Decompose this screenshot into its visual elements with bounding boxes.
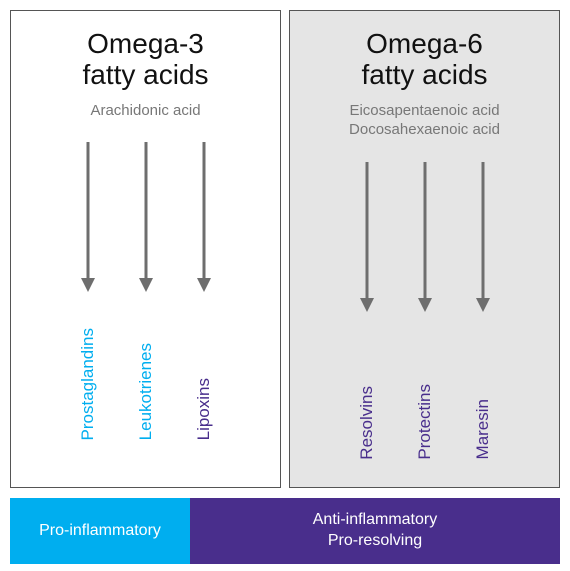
omega6-sub-line2: Docosahexaenoic acid (349, 121, 500, 138)
proinflammatory-block: Pro-inflammatory (10, 498, 190, 564)
product-maresin: Maresin (471, 320, 495, 460)
product-prostaglandins: Prostaglandins (76, 300, 100, 440)
product-lipoxins: Lipoxins (192, 300, 216, 440)
product-protectins: Protectins (413, 320, 437, 460)
omega3-panel: Omega-3 fatty acids Arachidonic acid Pro… (10, 10, 281, 488)
omega6-panel: Omega-6 fatty acids Eicosapentaenoic aci… (289, 10, 560, 488)
omega6-title-line2: fatty acids (361, 59, 487, 90)
panels-container: Omega-3 fatty acids Arachidonic acid Pro… (10, 10, 560, 488)
omega3-sub-line1: Arachidonic acid (90, 102, 200, 119)
arrow-icon (355, 162, 379, 312)
proinflammatory-label: Pro-inflammatory (39, 522, 161, 540)
arrow-icon (471, 162, 495, 312)
omega6-sub-line1: Eicosapentaenoic acid (349, 102, 499, 119)
omega6-title-line1: Omega-6 (366, 28, 483, 59)
omega3-title-line1: Omega-3 (87, 28, 204, 59)
arrow-icon (192, 142, 216, 292)
omega6-arrows (355, 162, 495, 312)
product-resolvins: Resolvins (355, 320, 379, 460)
arrow-icon (76, 142, 100, 292)
omega6-title: Omega-6 fatty acids (361, 29, 487, 91)
omega3-title-line2: fatty acids (82, 59, 208, 90)
omega6-products: Resolvins Protectins Maresin (355, 320, 495, 460)
omega3-arrows (76, 142, 216, 292)
bottom-row: Pro-inflammatory Anti-inflammatory Pro-r… (10, 498, 560, 564)
antiinflammatory-label-l1: Anti-inflammatory (313, 510, 437, 531)
omega3-subtitle: Arachidonic acid (90, 101, 200, 121)
omega3-products: Prostaglandins Leukotrienes Lipoxins (76, 300, 216, 440)
omega3-title: Omega-3 fatty acids (82, 29, 208, 91)
arrow-icon (413, 162, 437, 312)
omega6-subtitle: Eicosapentaenoic acid Docosahexaenoic ac… (349, 101, 500, 140)
antiinflammatory-label-l2: Pro-resolving (328, 531, 422, 552)
product-leukotrienes: Leukotrienes (134, 300, 158, 440)
antiinflammatory-block: Anti-inflammatory Pro-resolving (190, 498, 560, 564)
arrow-icon (134, 142, 158, 292)
